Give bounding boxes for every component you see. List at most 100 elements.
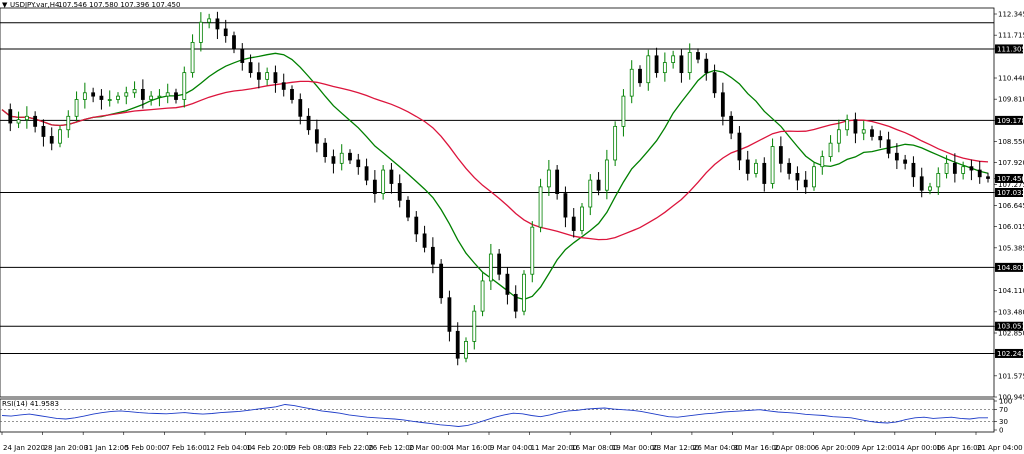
candle-body (232, 35, 236, 50)
candle-body (149, 95, 154, 100)
candle-body (696, 52, 700, 60)
time-tick-label: 6 Apr 20:00 (815, 444, 856, 452)
candle-body (720, 92, 725, 117)
price-tick-label: 112.345 (998, 11, 1024, 19)
candle-body (24, 115, 29, 121)
chart-menu-icon[interactable]: ▼ (2, 1, 8, 9)
candle-body (903, 159, 908, 164)
time-tick-label: 31 Jan 12:00 (84, 444, 128, 452)
candle-body (629, 68, 634, 97)
candle-body (497, 253, 502, 275)
candle-body (364, 166, 369, 181)
time-tick-label: 19 Mar 00:00 (612, 444, 659, 452)
price-tick-label: 108.550 (998, 138, 1024, 146)
candle-body (803, 179, 808, 188)
candle-body (430, 246, 435, 265)
candle-body (464, 340, 468, 359)
candle-body (273, 72, 278, 84)
candle-body (861, 129, 866, 134)
time-tick-label: 2 Apr 08:00 (774, 444, 815, 452)
candle-body (729, 115, 734, 134)
rsi-tick-label: 0 (999, 427, 1003, 435)
candle-body (870, 129, 874, 137)
candle-body (969, 166, 974, 171)
candle-body (961, 166, 966, 174)
time-tick-label: 5 Feb 00:00 (125, 444, 166, 452)
candle-body (281, 82, 286, 90)
candle-body (820, 156, 825, 168)
candle-body (447, 297, 452, 332)
candle-body (679, 55, 684, 74)
main-chart-frame (0, 7, 995, 398)
candle-body (256, 72, 261, 80)
candle-body (488, 253, 493, 282)
ma-fast-line (1, 52, 989, 301)
candle-body (140, 89, 145, 100)
candle-body (215, 18, 220, 30)
price-tick-label: 101.575 (998, 372, 1024, 380)
candle-body (621, 95, 626, 127)
candle-body (198, 21, 203, 43)
level-price-label: 104.803 (997, 264, 1024, 272)
candle-body (290, 89, 294, 100)
candle-body (646, 55, 651, 84)
price-tick-label: 107.275 (998, 181, 1024, 189)
price-tick-label: 106.015 (998, 223, 1024, 231)
level-price-label: 103.051 (997, 323, 1024, 331)
time-tick-label: 28 Jan 20:00 (44, 444, 88, 452)
time-tick-label: 9 Mar 04:00 (490, 444, 532, 452)
level-price-tag (995, 115, 1023, 125)
candle-body (546, 169, 551, 188)
level-price-tag (995, 348, 1023, 358)
candle-body (165, 92, 170, 97)
time-tick-label: 14 Feb 20:00 (247, 444, 293, 452)
time-tick-label: 14 Apr 00:00 (896, 444, 942, 452)
candle-body (712, 72, 717, 94)
time-tick-label: 23 Mar 12:00 (652, 444, 699, 452)
candle-body (348, 152, 352, 161)
candle-body (754, 162, 758, 174)
candle-body (8, 109, 13, 124)
candle-body (638, 68, 642, 84)
candle-body (812, 166, 816, 188)
price-tick-label: 106.645 (998, 202, 1024, 210)
candle-body (480, 280, 485, 312)
candle-body (74, 99, 79, 117)
candle-body (894, 152, 899, 161)
candle-body (613, 125, 618, 161)
chart-ohlc: 107.546 107.580 107.396 107.450 (58, 1, 180, 9)
time-tick-label: 23 Feb 22:00 (328, 444, 374, 452)
candle-body (306, 115, 311, 131)
candle-body (207, 18, 212, 23)
ma-slow-line (1, 80, 989, 241)
candle-body (223, 28, 228, 37)
time-tick-label: 26 Feb 12:00 (368, 444, 414, 452)
candle-body (563, 193, 568, 218)
candle-body (770, 146, 775, 184)
candle-body (853, 119, 858, 134)
candle-body (323, 142, 328, 158)
candle-body (132, 89, 137, 94)
rsi-tick-label: 100 (999, 398, 1012, 406)
candle-body (977, 169, 982, 178)
time-tick-label: 21 Apr 04:00 (977, 444, 1023, 452)
candle-body (952, 162, 957, 174)
current-price-tag (995, 173, 1023, 183)
candle-body (919, 176, 924, 191)
candle-body (472, 310, 477, 342)
candle-body (58, 129, 62, 144)
candle-body (99, 95, 104, 100)
candle-body (555, 169, 560, 194)
candle-body (124, 92, 129, 97)
price-tick-label: 100.945 (998, 394, 1024, 402)
candle-body (704, 58, 709, 74)
candle-body (654, 55, 659, 74)
candle-body (522, 273, 526, 312)
time-tick-label: 16 Apr 16:00 (936, 444, 982, 452)
time-tick-label: 26 Mar 04:00 (693, 444, 740, 452)
candle-body (671, 55, 676, 63)
candle-body (878, 136, 883, 141)
level-price-label: 102.241 (997, 350, 1024, 358)
candle-body (787, 162, 792, 174)
